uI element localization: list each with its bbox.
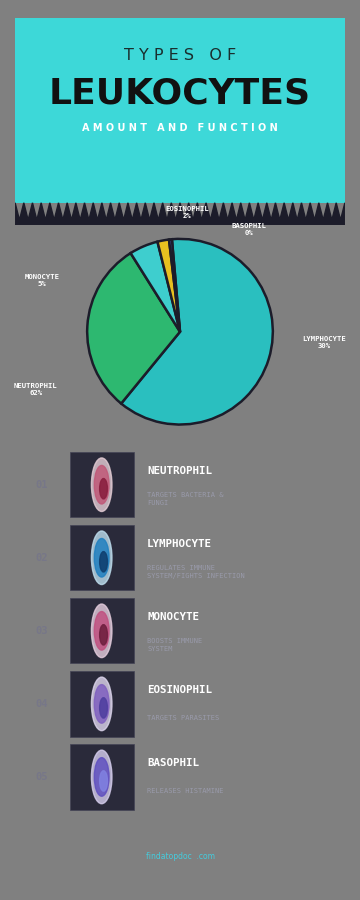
Circle shape <box>94 611 109 650</box>
Text: EOSINOPHIL
2%: EOSINOPHIL 2% <box>166 206 209 220</box>
Circle shape <box>94 758 109 796</box>
Wedge shape <box>87 253 180 403</box>
Text: 04: 04 <box>35 699 48 709</box>
Circle shape <box>91 677 112 731</box>
Circle shape <box>100 698 107 718</box>
Text: RELEASES HISTAMINE: RELEASES HISTAMINE <box>147 788 224 794</box>
Wedge shape <box>131 242 180 332</box>
FancyBboxPatch shape <box>69 525 134 590</box>
Circle shape <box>100 479 107 499</box>
Text: 03: 03 <box>35 626 48 635</box>
Text: BASOPHIL: BASOPHIL <box>147 758 199 768</box>
Circle shape <box>91 531 112 584</box>
FancyBboxPatch shape <box>15 18 345 202</box>
Wedge shape <box>121 238 273 425</box>
Text: REGULATES IMMUNE
SYSTEM/FIGHTS INFECTION: REGULATES IMMUNE SYSTEM/FIGHTS INFECTION <box>147 565 245 579</box>
Circle shape <box>91 751 112 804</box>
Circle shape <box>94 685 109 724</box>
Wedge shape <box>169 239 180 332</box>
Text: T Y P E S   O F: T Y P E S O F <box>124 49 236 63</box>
Text: LEUKOCYTES: LEUKOCYTES <box>49 76 311 111</box>
Circle shape <box>94 465 109 504</box>
Text: BOOSTS IMMUNE
SYSTEM: BOOSTS IMMUNE SYSTEM <box>147 638 202 652</box>
Text: EOSINOPHIL: EOSINOPHIL <box>147 685 212 695</box>
Circle shape <box>100 625 107 645</box>
Text: TARGETS BACTERIA &
FUNGI: TARGETS BACTERIA & FUNGI <box>147 492 224 506</box>
Text: LYMPHOCYTE
30%: LYMPHOCYTE 30% <box>302 337 346 349</box>
Circle shape <box>94 538 109 577</box>
Circle shape <box>100 552 107 572</box>
Wedge shape <box>157 239 180 332</box>
Circle shape <box>100 770 107 791</box>
Circle shape <box>91 458 112 511</box>
FancyBboxPatch shape <box>69 744 134 810</box>
FancyBboxPatch shape <box>69 452 134 518</box>
Text: NEUTROPHIL
62%: NEUTROPHIL 62% <box>14 382 58 396</box>
Text: MONOCYTE: MONOCYTE <box>147 612 199 622</box>
Text: 05: 05 <box>35 772 48 782</box>
Text: findatopdoc  .com: findatopdoc .com <box>145 851 215 860</box>
FancyBboxPatch shape <box>69 671 134 736</box>
Circle shape <box>91 604 112 658</box>
Text: NEUTROPHIL: NEUTROPHIL <box>147 465 212 475</box>
FancyBboxPatch shape <box>69 598 134 663</box>
Text: A M O U N T   A N D   F U N C T I O N: A M O U N T A N D F U N C T I O N <box>82 123 278 133</box>
Text: LYMPHOCYTE: LYMPHOCYTE <box>147 539 212 549</box>
Text: 02: 02 <box>35 553 48 562</box>
Text: TARGETS PARASITES: TARGETS PARASITES <box>147 715 219 721</box>
Text: 01: 01 <box>35 480 48 490</box>
Polygon shape <box>15 202 345 224</box>
Text: BASOPHIL
0%: BASOPHIL 0% <box>231 223 266 236</box>
Text: MONOCYTE
5%: MONOCYTE 5% <box>24 274 59 287</box>
